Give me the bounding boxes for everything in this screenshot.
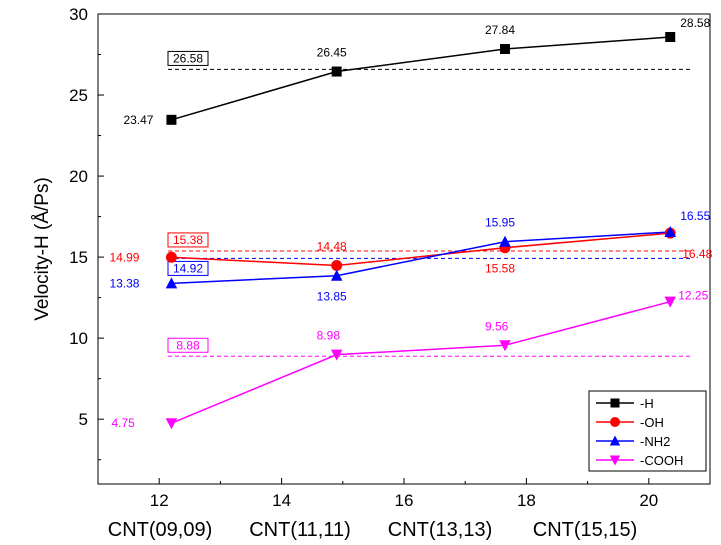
average-label-box: [167, 50, 209, 66]
data-label: 13.38: [109, 276, 139, 290]
data-point: [664, 225, 676, 237]
series-line: [171, 300, 671, 424]
data-point: [664, 296, 676, 308]
data-label: 13.85: [317, 290, 347, 304]
data-label: 27.84: [485, 23, 515, 37]
average-label: 15.38: [173, 233, 203, 247]
y-tick-label: 20: [69, 167, 88, 186]
series-line: [171, 232, 671, 267]
y-tick-label: 5: [79, 410, 88, 429]
legend-label: -NH2: [640, 434, 670, 449]
average-label-box: [167, 232, 209, 248]
average-label: 14.92: [173, 261, 203, 275]
legend-box: [588, 390, 707, 472]
y-tick-label: 30: [69, 5, 88, 24]
data-point: [165, 277, 178, 289]
data-point: [165, 251, 177, 263]
series-markers: [165, 32, 676, 430]
average-label: 8.88: [176, 338, 200, 352]
average-label: 26.58: [173, 51, 203, 65]
data-point: [165, 418, 178, 430]
data-point: [331, 66, 342, 77]
x-axis: 12 14 16 18 20: [97, 478, 711, 510]
data-label: 15.95: [485, 216, 515, 230]
y-tick-label: 15: [69, 248, 88, 267]
category-label: CNT(13,13): [388, 519, 492, 541]
data-point: [330, 269, 343, 281]
average-label-box: [167, 337, 209, 353]
x-tick-label: 14: [272, 491, 291, 510]
series-lines: [171, 36, 671, 424]
data-label: 15.58: [485, 262, 515, 276]
average-label-box: [167, 260, 209, 276]
data-label: 4.75: [111, 416, 135, 430]
data-label: 9.56: [485, 319, 509, 333]
category-label: CNT(11,11): [249, 519, 351, 541]
y-tick-label: 10: [69, 329, 88, 348]
category-label: CNT(15,15): [533, 519, 637, 541]
legend-label: -H: [640, 396, 654, 411]
legend-label: -OH: [640, 415, 664, 430]
data-label: 12.25: [678, 289, 708, 303]
average-lines: 26.58 15.38 14.92 8.88: [167, 50, 692, 357]
legend: -H -OH -NH2 -COOH: [588, 390, 707, 472]
series-line: [171, 231, 671, 285]
data-label: 14.48: [317, 240, 347, 254]
category-labels: CNT(09,09) CNT(11,11) CNT(13,13) CNT(15,15): [108, 519, 637, 541]
data-point: [499, 44, 510, 55]
legend-marker: [609, 455, 621, 466]
data-point: [331, 260, 343, 272]
data-label: 8.98: [317, 329, 341, 343]
x-tick-label: 20: [639, 491, 658, 510]
data-label: 16.48: [682, 247, 712, 261]
data-label: 23.47: [123, 113, 153, 127]
legend-marker: [609, 435, 621, 446]
x-tick-label: 12: [150, 491, 169, 510]
category-label: CNT(09,09): [108, 519, 212, 541]
legend-label: -COOH: [640, 453, 683, 468]
data-label: 14.99: [109, 250, 139, 264]
data-point: [665, 32, 676, 43]
data-labels: 23.47 26.45 27.84 28.58 14.99 14.48 15.58 16.48…: [109, 16, 712, 430]
legend-marker: [610, 398, 620, 408]
legend-marker: [610, 417, 620, 427]
series-line: [171, 36, 671, 121]
y-axis: 5 10 15 20 25 30: [69, 5, 104, 461]
data-label: 28.58: [680, 16, 710, 30]
data-point: [166, 114, 177, 125]
y-axis-title: Velocity-H (Å/Ps): [32, 177, 53, 321]
data-point: [499, 235, 511, 247]
data-point: [499, 340, 511, 352]
data-label: 16.55: [680, 209, 710, 223]
x-tick-label: 16: [395, 491, 414, 510]
x-tick-label: 18: [517, 491, 536, 510]
y-tick-label: 25: [69, 86, 88, 105]
data-label: 26.45: [317, 46, 347, 60]
data-point: [330, 349, 343, 361]
